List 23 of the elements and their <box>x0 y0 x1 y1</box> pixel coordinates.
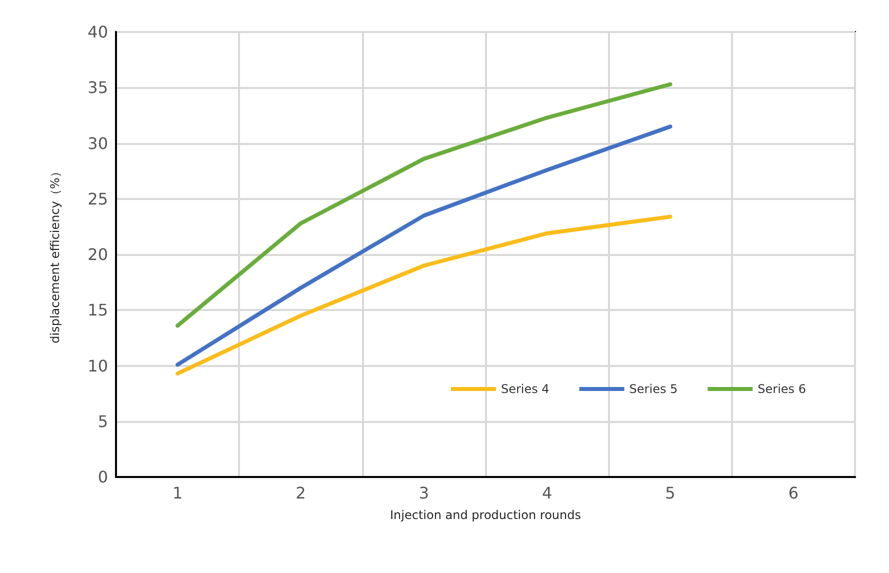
x-tick-label: 5 <box>665 484 676 502</box>
y-tick-label: 10 <box>88 356 108 376</box>
y-tick-label: 20 <box>88 245 108 264</box>
legend-label: Series 6 <box>758 382 806 396</box>
legend-label: Series 5 <box>629 382 678 396</box>
y-tick-label: 25 <box>88 189 108 208</box>
x-axis-title: Injection and production rounds <box>390 508 581 522</box>
x-tick-label: 3 <box>418 484 430 502</box>
line-series <box>176 124 672 367</box>
legend-label: Series 4 <box>500 382 550 396</box>
line-series <box>176 214 672 376</box>
line-series <box>176 82 672 328</box>
y-tick-label: 0 <box>98 468 108 486</box>
x-tick-label: 4 <box>542 484 552 502</box>
x-tick-label: 1 <box>172 484 183 502</box>
y-axis-title: displacement efficiency（%） <box>48 166 62 344</box>
x-tick-label: 6 <box>788 484 799 502</box>
y-tick-label: 40 <box>88 22 108 42</box>
y-tick-label: 35 <box>88 78 108 98</box>
y-tick-label: 30 <box>88 134 108 153</box>
y-tick-label: 15 <box>88 300 108 320</box>
x-tick-label: 2 <box>296 484 306 502</box>
y-tick-label: 5 <box>98 412 108 431</box>
